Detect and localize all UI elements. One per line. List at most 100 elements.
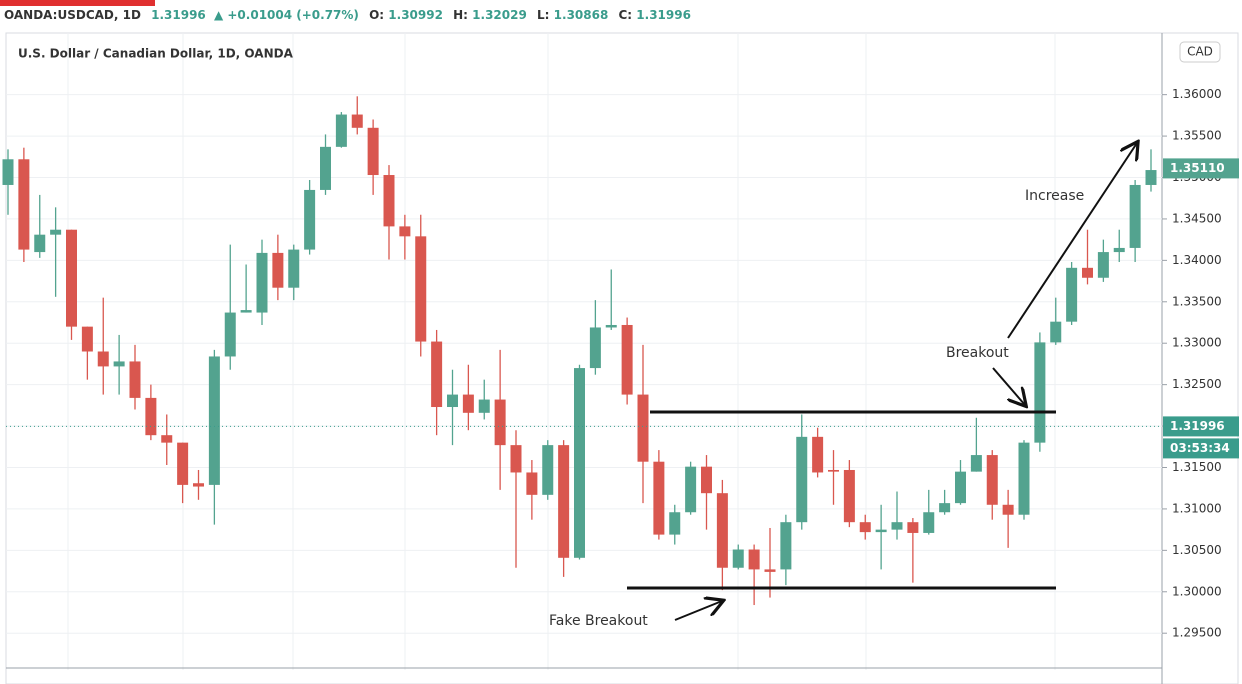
arrows	[674, 143, 1137, 621]
candle-body	[669, 512, 681, 535]
candle-body	[113, 361, 125, 367]
candle-body	[542, 445, 554, 495]
y-tick-label: 1.33500	[1172, 294, 1222, 308]
y-tick-label: 1.34000	[1172, 253, 1222, 267]
candle-body	[796, 436, 808, 523]
candle-body	[367, 127, 379, 176]
candle-body	[621, 324, 633, 395]
candle-body	[716, 493, 728, 568]
y-tick-label: 1.33000	[1172, 336, 1222, 350]
candle-body	[637, 394, 649, 462]
candle-body	[193, 483, 204, 487]
candle-body	[1082, 267, 1093, 278]
candle-body	[1113, 247, 1125, 253]
candle-body	[1129, 184, 1141, 248]
candle-body	[701, 466, 712, 494]
currency: CAD	[1187, 45, 1213, 59]
y-tick-label: 1.30500	[1172, 543, 1222, 557]
symbol: OANDA:USDCAD, 1D	[4, 8, 141, 22]
candle-body	[685, 466, 697, 513]
vertical-grid	[67, 33, 1056, 670]
change: ▲ +0.01004 (+0.77%)	[214, 8, 359, 22]
candle-body	[50, 229, 62, 235]
candle-body	[208, 356, 220, 485]
candle-body	[923, 512, 935, 533]
candle-body	[558, 445, 570, 558]
candle-body	[177, 442, 189, 485]
candle-body	[145, 397, 157, 436]
y-tick-label: 1.31500	[1172, 460, 1222, 474]
candle-body	[1145, 170, 1157, 185]
countdown-tag	[1163, 438, 1239, 459]
candle-body	[875, 529, 887, 533]
header: OANDA:USDCAD, 1D 1.31996 ▲ +0.01004 (+0.…	[4, 8, 691, 22]
candle-body	[812, 436, 824, 473]
candle-body	[907, 522, 919, 533]
currency-box	[1179, 41, 1221, 63]
candle-body	[335, 114, 347, 147]
candle-body	[399, 226, 411, 237]
candle-body	[1066, 267, 1078, 322]
candle-body	[320, 146, 331, 190]
candle-body	[447, 394, 458, 408]
candle-body	[1050, 321, 1062, 343]
candle-body	[828, 469, 839, 472]
y-tick-label: 1.31000	[1172, 501, 1222, 515]
candle-body	[129, 361, 141, 398]
annotation-increase: Increase	[1025, 188, 1084, 204]
candle-body	[2, 159, 14, 185]
price-tag	[1163, 158, 1239, 179]
candle-body	[764, 569, 776, 572]
candle-body	[1018, 442, 1030, 515]
candle-body	[748, 549, 760, 570]
candle-body	[240, 310, 252, 313]
candle-body	[304, 189, 316, 250]
y-tick-label: 1.36000	[1172, 87, 1222, 101]
candle-body	[224, 312, 236, 357]
annotation-fake-breakout: Fake Breakout	[549, 613, 648, 629]
candle-body	[351, 114, 363, 128]
candle-body	[510, 445, 522, 473]
countdown: 03:53:34	[1170, 441, 1230, 455]
candle-body	[526, 472, 538, 495]
candle-body	[81, 326, 93, 352]
close-label: C:	[619, 8, 633, 22]
high-value: 1.32029	[472, 8, 527, 22]
candle-body	[891, 522, 903, 530]
close-value: 1.31996	[636, 8, 691, 22]
open-label: O:	[369, 8, 384, 22]
low-value: 1.30868	[554, 8, 609, 22]
candle-body	[939, 503, 951, 513]
high-label: H:	[453, 8, 468, 22]
candle-body	[415, 236, 427, 342]
candle-body	[780, 522, 792, 570]
candle-body	[462, 394, 474, 413]
candle-body	[256, 252, 268, 313]
chart-title: U.S. Dollar / Canadian Dollar, 1D, OANDA	[18, 47, 294, 61]
candle-body	[288, 249, 300, 288]
candle-body	[732, 549, 744, 568]
candle-body	[955, 471, 966, 504]
last-price: 1.31996	[151, 8, 206, 22]
candle-body	[494, 399, 506, 446]
candle-body	[970, 455, 982, 472]
candle-body	[859, 522, 871, 533]
chart-frame	[5, 32, 1239, 684]
open-value: 1.30992	[388, 8, 443, 22]
candle-body	[1034, 342, 1046, 443]
candle-body	[18, 159, 30, 250]
y-tick-label: 1.34500	[1172, 211, 1222, 225]
candle-body	[431, 341, 443, 408]
candle-body	[1097, 252, 1109, 278]
price-tag	[1163, 416, 1239, 437]
y-tick-label: 1.32500	[1172, 377, 1222, 391]
low-label: L:	[537, 8, 549, 22]
candle-body	[986, 455, 998, 505]
y-tick-label: 1.35500	[1172, 129, 1222, 143]
candle-body	[605, 324, 617, 328]
candle-body	[66, 229, 77, 327]
y-tick-label: 1.30000	[1172, 584, 1222, 598]
candle-body	[843, 469, 855, 523]
header-tab	[0, 0, 155, 6]
